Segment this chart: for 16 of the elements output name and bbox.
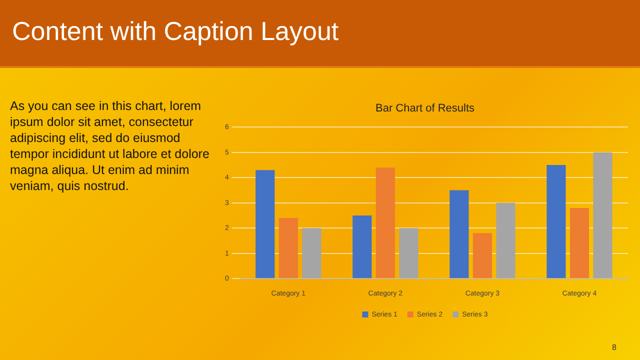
bar [472,233,492,278]
bar [278,218,298,278]
chart-title: Bar Chart of Results [375,102,476,115]
bar [570,208,590,278]
bar [496,202,516,278]
text: As you can see in this chart, lorem ipsum dolor sit amet, consectetur adipiscing elit, sed do eiusmod tempor incididunt ut labore et dolore magna aliqua. Ut enim ad minim veniam, quis nostrud. [10,98,210,194]
bar [256,170,275,278]
bar [302,228,322,278]
bar [376,168,395,278]
text: Content with Caption Layout [12,16,339,47]
bar [593,152,612,278]
bar [546,165,566,278]
bar [399,228,418,278]
text: 8 [612,343,616,352]
bar [450,190,469,278]
bar [352,216,372,278]
